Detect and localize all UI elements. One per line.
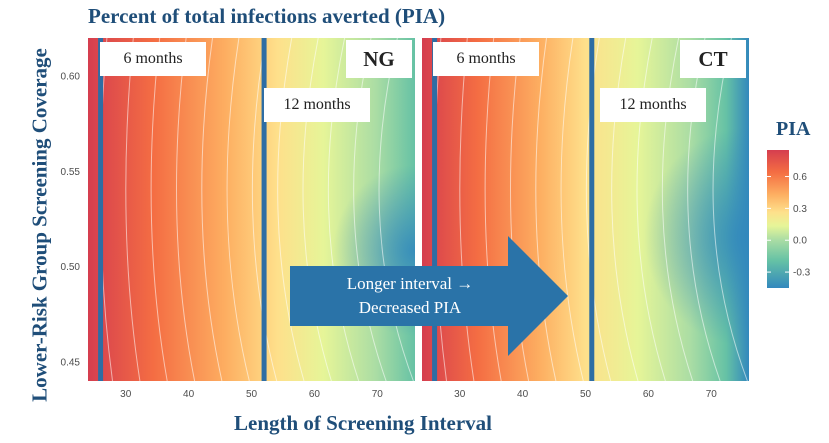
legend-tick-label: 0.3: [793, 204, 807, 215]
x-tick-label: 40: [517, 389, 529, 400]
contour-line: [636, 37, 666, 382]
contour-line: [125, 37, 141, 382]
legend-tick-label: 0.0: [793, 236, 807, 247]
x-tick-label: 70: [706, 389, 718, 400]
x-tick-label: 70: [372, 389, 384, 400]
chart-title: Percent of total infections averted (PIA…: [88, 4, 446, 28]
contour-line: [661, 37, 694, 382]
x-tick-label: 30: [454, 389, 466, 400]
ct-label-6-months: 6 months: [433, 42, 539, 76]
contour-line: [277, 37, 305, 382]
contour-line: [560, 37, 584, 382]
contour-line: [459, 37, 475, 382]
ct-label-12-months: 12 months: [600, 88, 706, 122]
contour-line: [150, 37, 168, 382]
contour-line: [226, 37, 250, 382]
x-tick-label: 50: [246, 389, 258, 400]
y-tick-label: 0.45: [61, 357, 81, 368]
contour-line: [378, 37, 414, 382]
ng-label-6-months: 6 months: [100, 42, 206, 76]
contour-line: [201, 37, 223, 382]
panel-label-ct: CT: [680, 40, 746, 78]
y-ticks: 0.60 0.55 0.50 0.45: [61, 72, 81, 369]
x-tick-label: 60: [309, 389, 321, 400]
legend-colorbar: [767, 150, 789, 288]
x-tick-label: 60: [643, 389, 655, 400]
x-tick-label: 50: [580, 389, 592, 400]
x-axis-label: Length of Screening Interval: [234, 411, 493, 435]
ct-contours: [433, 37, 748, 382]
contour-line: [175, 37, 196, 382]
contour-line: [353, 37, 387, 382]
contour-line: [712, 37, 748, 382]
x-tick-label: 40: [183, 389, 195, 400]
ng-label-12-months: 12 months: [264, 88, 370, 122]
legend-tick-label: -0.3: [793, 268, 811, 279]
contour-line: [484, 37, 502, 382]
legend-ticks: 0.6 0.3 0.0 -0.3: [767, 172, 811, 279]
contour-line: [302, 37, 332, 382]
ct-x-ticks: 30 40 50 60 70: [454, 389, 717, 400]
legend-title: PIA: [776, 118, 811, 140]
decrease-arrow: [290, 236, 568, 356]
contour-line: [535, 37, 557, 382]
contour-line: [327, 37, 360, 382]
arrow-text: Longer interval → Decreased PIA: [300, 272, 520, 320]
y-tick-label: 0.60: [61, 72, 81, 83]
legend-tick-label: 0.6: [793, 172, 807, 183]
x-tick-label: 30: [120, 389, 132, 400]
y-tick-label: 0.55: [61, 167, 81, 178]
ng-x-ticks: 30 40 50 60 70: [120, 389, 383, 400]
contour-line: [611, 37, 639, 382]
arrow-text-line-2: Decreased PIA: [358, 298, 462, 317]
arrow-text-line-1: Longer interval →: [346, 274, 474, 293]
panel-label-ng: NG: [346, 40, 412, 78]
contour-line: [687, 37, 721, 382]
y-tick-label: 0.50: [61, 262, 81, 273]
